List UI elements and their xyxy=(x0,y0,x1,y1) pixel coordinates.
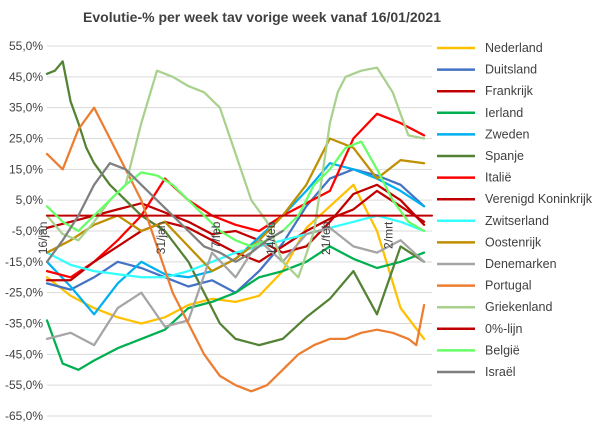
legend-label: Ierland xyxy=(485,106,523,120)
y-tick-label: 45,0% xyxy=(9,70,43,84)
legend-label: Griekenland xyxy=(485,300,552,314)
legend-label: Verenigd Koninkrijk xyxy=(485,192,593,206)
series-line xyxy=(45,140,426,248)
series-line xyxy=(45,60,426,347)
x-tick-label: 14/feb xyxy=(264,221,278,255)
chart-title: Evolutie-% per week tav vorige week vana… xyxy=(83,9,441,25)
legend-label: Israël xyxy=(485,365,516,379)
series-line xyxy=(45,183,426,341)
y-tick-label: -5,0% xyxy=(12,224,44,238)
legend-label: Denemarken xyxy=(485,257,557,271)
y-axis: -65,0% -55,0% -45,0% -35,0% -25,0% -15,0% -5,0… xyxy=(5,39,43,423)
x-axis: 16/jan 31/jan 7/feb 14/feb 21/feb 2/mrt xyxy=(36,221,396,255)
legend-label: Italië xyxy=(485,171,511,185)
series-line xyxy=(45,214,426,279)
y-tick-label: 15,0% xyxy=(9,162,43,176)
legend-label: Nederland xyxy=(485,41,543,55)
series-lines xyxy=(45,60,433,393)
y-tick-label: 35,0% xyxy=(9,101,43,115)
y-tick-label: -35,0% xyxy=(5,317,43,331)
series-line xyxy=(45,162,284,263)
x-tick-label: 16/jan xyxy=(36,222,50,255)
series-line xyxy=(45,137,426,273)
legend-label: Spanje xyxy=(485,149,524,163)
legend-label: Oostenrijk xyxy=(485,235,542,249)
x-tick-label: 7/feb xyxy=(209,221,223,248)
x-tick-label: 21/feb xyxy=(319,221,333,255)
y-tick-label: -25,0% xyxy=(5,286,43,300)
series-line xyxy=(45,245,426,371)
y-tick-label: -65,0% xyxy=(5,409,43,423)
series-line xyxy=(45,226,426,347)
legend: Nederland Duitsland Frankrijk Ierland Zweden… xyxy=(437,41,593,379)
y-tick-label: 55,0% xyxy=(9,39,43,53)
series-line xyxy=(45,112,426,279)
y-tick-label: 5,0% xyxy=(16,193,44,207)
y-tick-label: -45,0% xyxy=(5,347,43,361)
y-tick-label: -15,0% xyxy=(5,255,43,269)
legend-label: Zwitserland xyxy=(485,214,549,228)
legend-label: Zweden xyxy=(485,127,530,141)
legend-label: België xyxy=(485,343,520,357)
y-tick-label: -55,0% xyxy=(5,378,43,392)
series-line xyxy=(45,183,426,254)
series-line xyxy=(45,106,426,393)
legend-label: Frankrijk xyxy=(485,84,534,98)
x-tick-label: 31/jan xyxy=(154,222,168,255)
legend-label: Portugal xyxy=(485,279,532,293)
y-tick-label: 25,0% xyxy=(9,132,43,146)
legend-label: Duitsland xyxy=(485,63,537,77)
legend-label: 0%-lijn xyxy=(485,322,523,336)
x-tick-label: 2/mrt xyxy=(382,221,396,249)
